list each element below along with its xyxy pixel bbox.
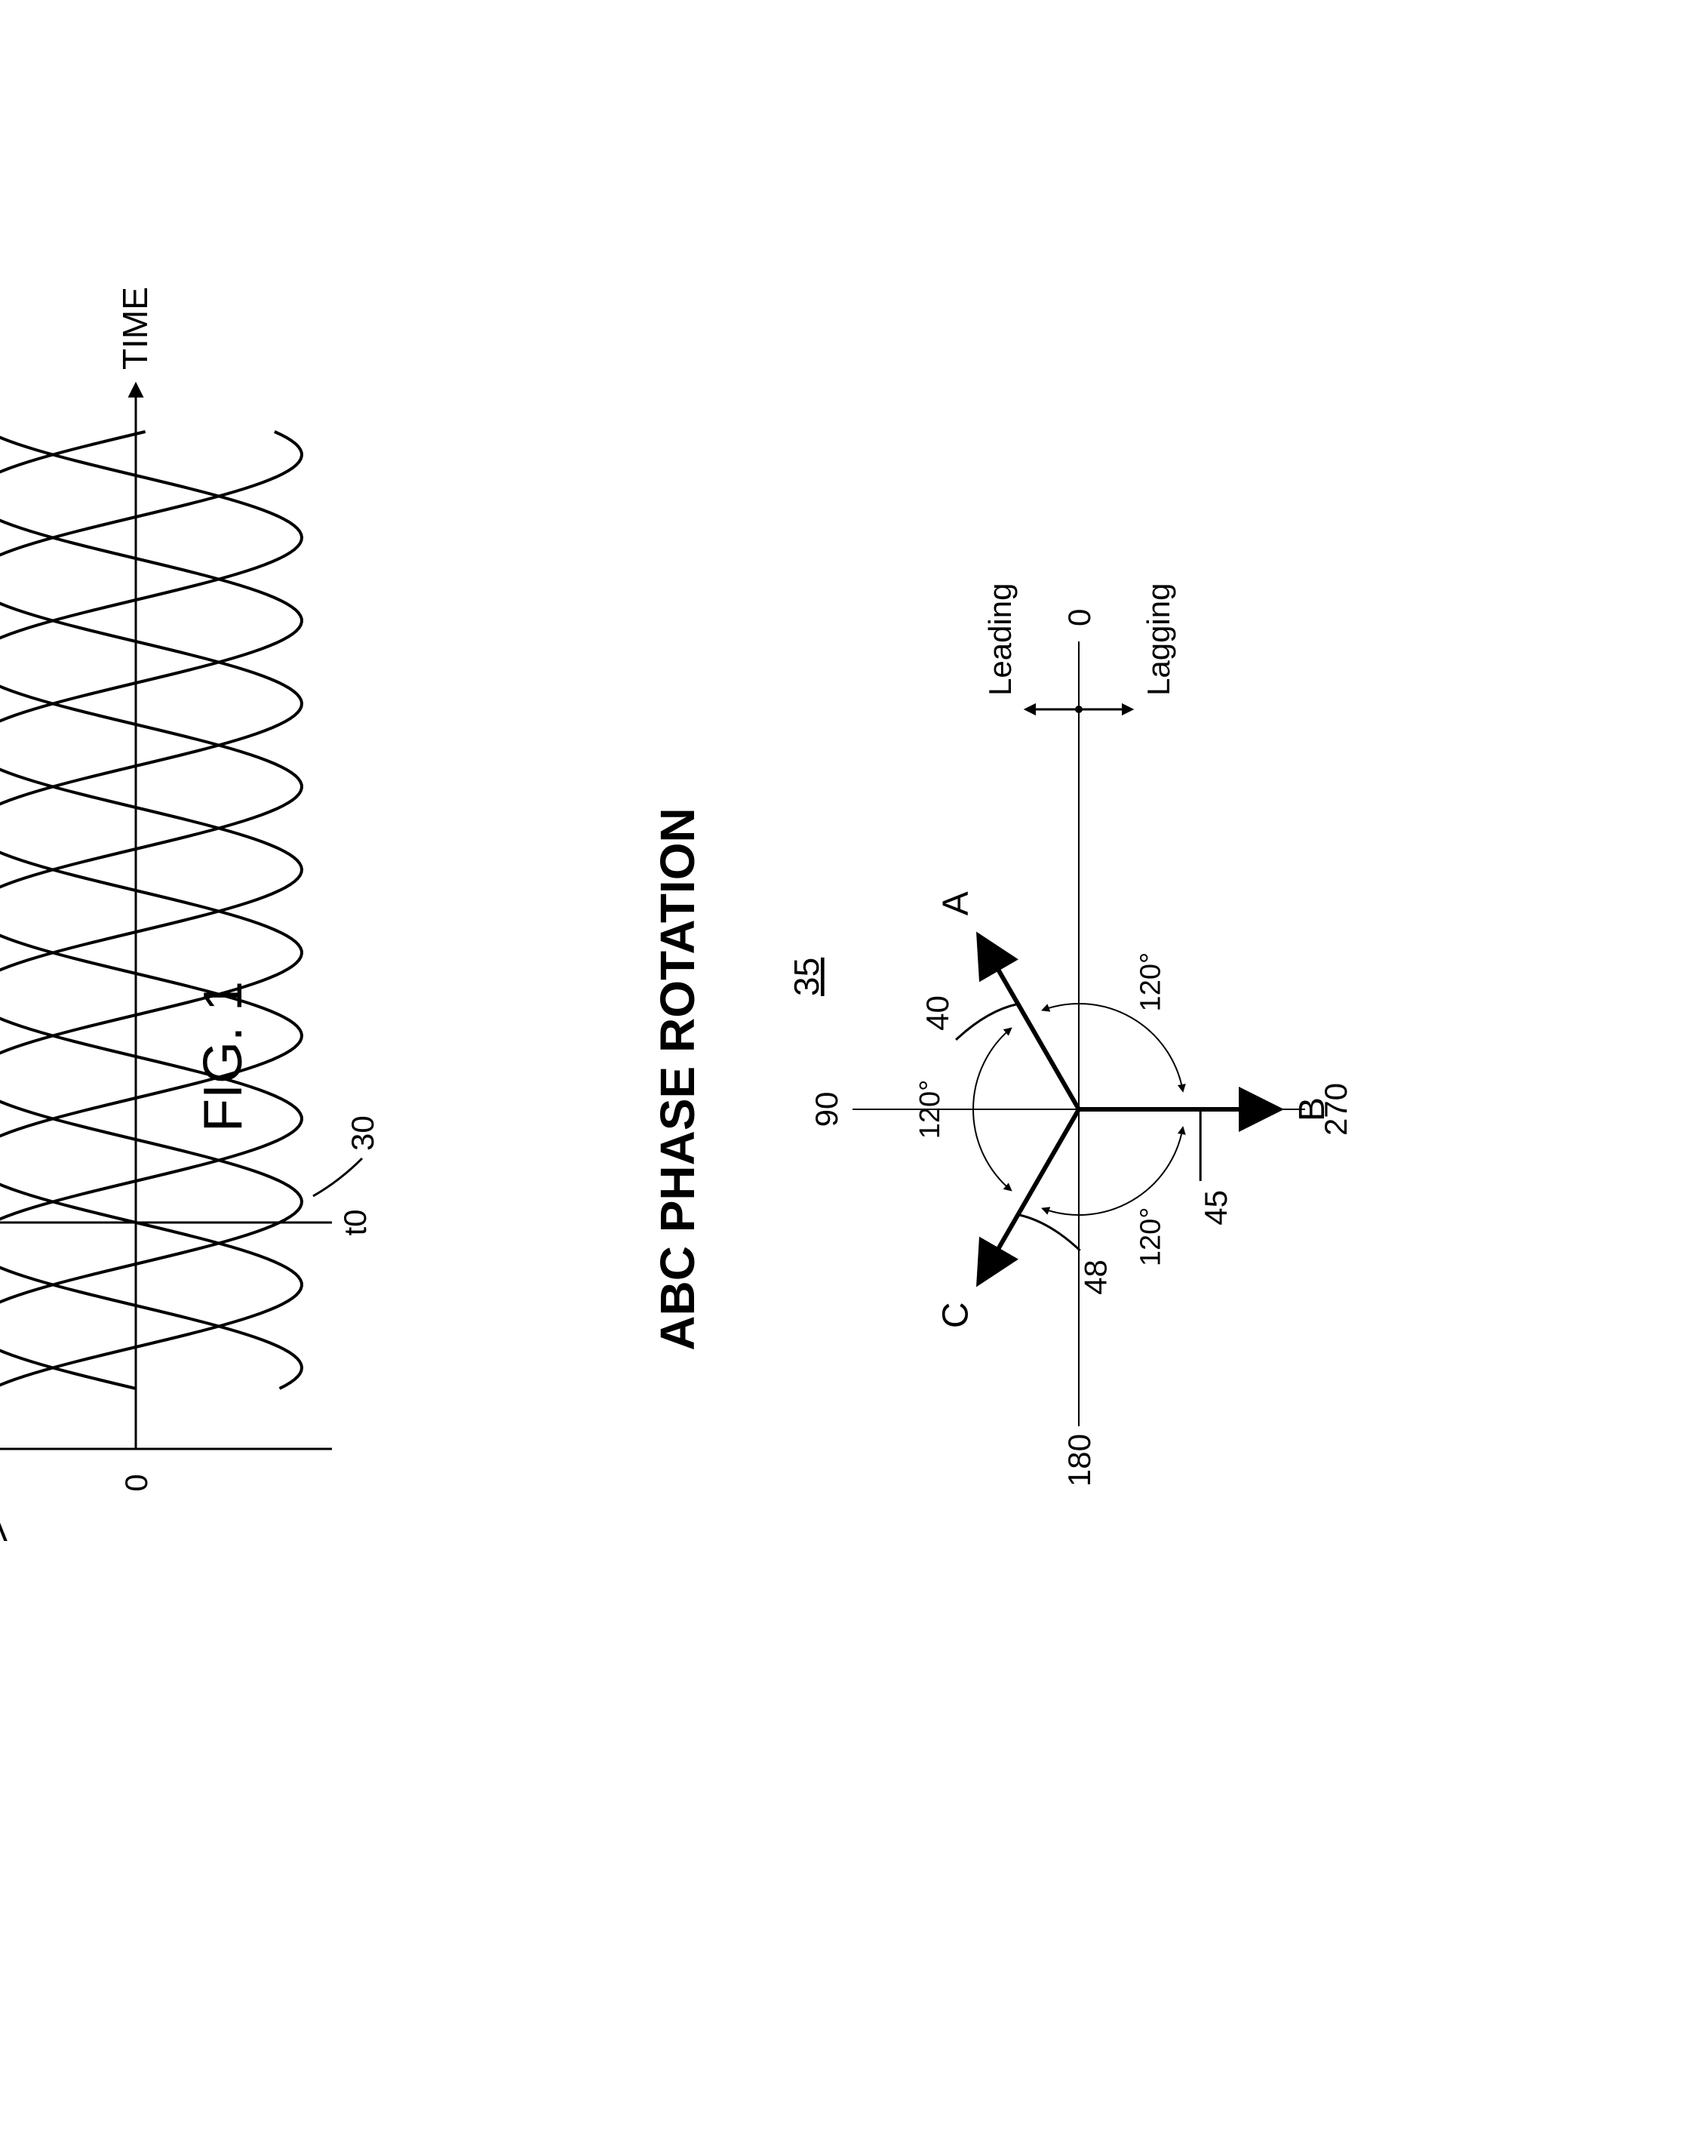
voltage-axis-label: VOLTAGE bbox=[0, 1509, 8, 1549]
leading-label: Leading bbox=[982, 583, 1018, 696]
figure-label-group: FIG. 1 bbox=[193, 981, 253, 1132]
axis-270: 270 bbox=[1318, 1083, 1353, 1136]
ref-48: 48 bbox=[1078, 1259, 1114, 1295]
leader-40 bbox=[956, 1004, 1018, 1040]
figure-canvas: VOLTAGE VOLTAGE TIME 0 t0 10 A15B20C25 3… bbox=[0, 0, 1708, 2156]
t0-label: t0 bbox=[337, 1209, 373, 1235]
vector-A-label: A bbox=[936, 891, 976, 915]
ref-40: 40 bbox=[920, 995, 955, 1031]
time-axis-label: TIME bbox=[115, 287, 155, 370]
phase-B-wave bbox=[0, 432, 302, 1389]
phasor-ref-35: 35 bbox=[787, 958, 826, 996]
figure-label: FIG. 1 bbox=[193, 981, 253, 1132]
ref-30: 30 bbox=[313, 1115, 380, 1196]
caption: ABC PHASE ROTATION bbox=[650, 807, 705, 1350]
axes bbox=[0, 385, 332, 1449]
vector-C-label: C bbox=[936, 1302, 976, 1328]
waveform-labels: VOLTAGE TIME 0 t0 10 A15B20C25 30 bbox=[0, 287, 380, 1492]
origin-zero-label: 0 bbox=[118, 1474, 154, 1491]
ref-45: 45 bbox=[1198, 1190, 1233, 1226]
caption-group: ABC PHASE ROTATION bbox=[650, 807, 705, 1350]
angle-label-90: 120° bbox=[914, 1080, 946, 1140]
lagging-label: Lagging bbox=[1141, 583, 1176, 696]
vector-C bbox=[981, 1109, 1079, 1279]
leader-48 bbox=[1018, 1215, 1080, 1251]
angle-label-330: 120° bbox=[1135, 952, 1167, 1012]
angle-label-210: 120° bbox=[1135, 1207, 1167, 1267]
vector-ref-callouts: 40 45 48 bbox=[920, 995, 1233, 1295]
svg-text:30: 30 bbox=[345, 1115, 380, 1151]
waveform-panel: VOLTAGE bbox=[0, 385, 332, 1549]
axis-0: 0 bbox=[1061, 609, 1097, 626]
axis-90: 90 bbox=[809, 1092, 844, 1127]
axis-180: 180 bbox=[1061, 1434, 1097, 1487]
arc-150-270 bbox=[1043, 1127, 1183, 1215]
phase-A-wave bbox=[0, 432, 302, 1389]
phase-C-wave bbox=[0, 432, 302, 1389]
arc-270-390 bbox=[1043, 1004, 1183, 1091]
vector-A bbox=[981, 940, 1079, 1109]
three-phase-waves bbox=[0, 432, 302, 1389]
phasor-panel: ABC Leading Lagging 0 90 180 270 35 120°… bbox=[787, 583, 1353, 1487]
